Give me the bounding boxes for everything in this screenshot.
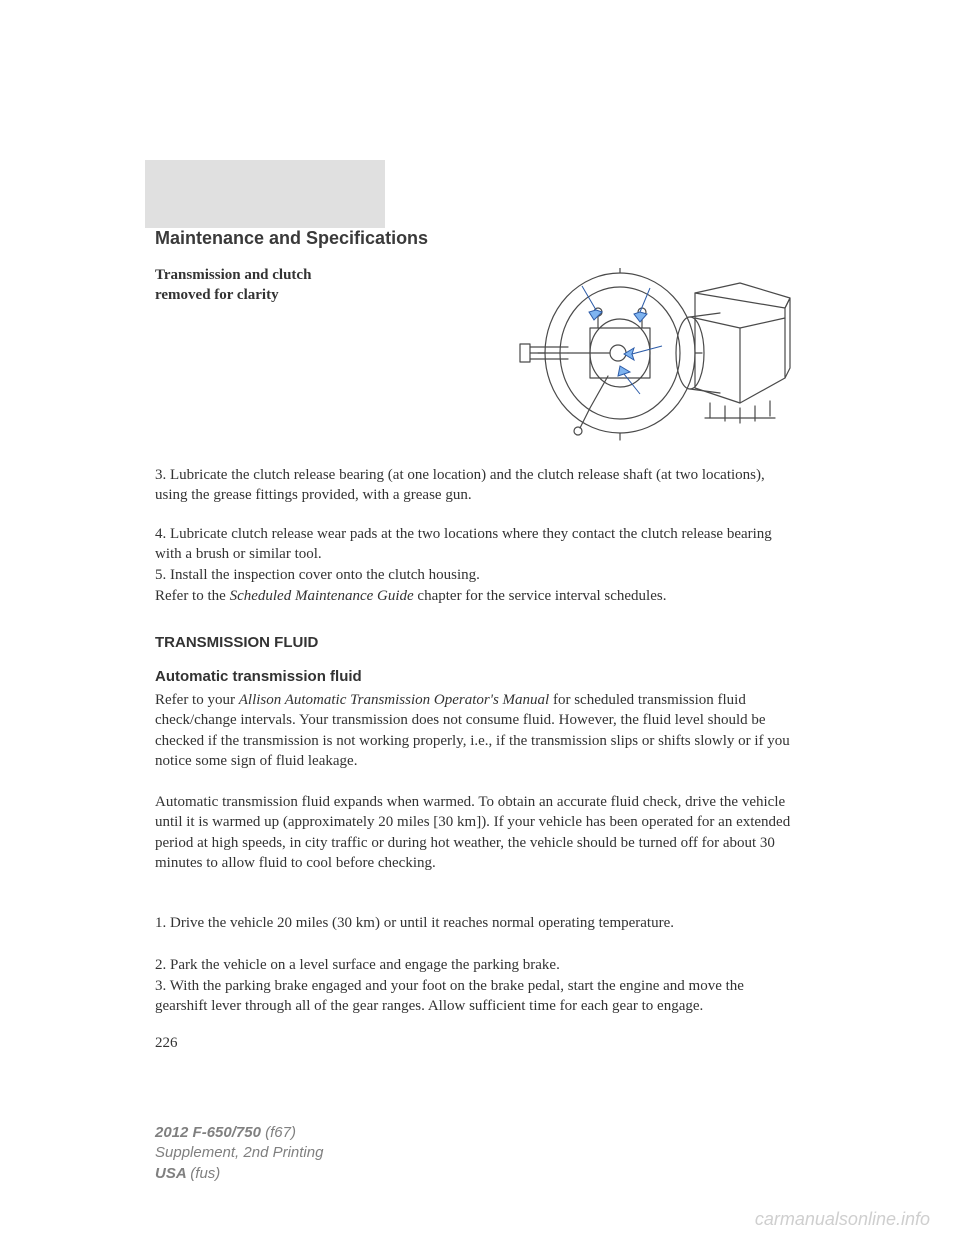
heading-transmission-fluid: TRANSMISSION FLUID [155, 634, 318, 651]
refer-pre: Refer to the [155, 588, 230, 604]
page-number: 226 [155, 1035, 178, 1052]
step-3: 3. Lubricate the clutch release bearing … [155, 465, 795, 506]
figure-caption-line2: removed for clarity [155, 286, 311, 306]
section-title: Maintenance and Specifications [155, 228, 428, 249]
auto-fluid-para2: Automatic transmission fluid expands whe… [155, 792, 795, 873]
footer-model-line: 2012 F-650/750 (f67) [155, 1123, 323, 1143]
footer-usa: USA [155, 1165, 186, 1182]
footer-usa-line: USA (fus) [155, 1164, 323, 1184]
step-4: 4. Lubricate clutch release wear pads at… [155, 524, 795, 565]
refer-italic: Scheduled Maintenance Guide [230, 588, 414, 604]
check-step-3: 3. With the parking brake engaged and yo… [155, 976, 795, 1017]
auto1-pre: Refer to your [155, 692, 239, 708]
check-step-2: 2. Park the vehicle on a level surface a… [155, 955, 795, 975]
header-band [145, 160, 385, 228]
auto-fluid-para1: Refer to your Allison Automatic Transmis… [155, 690, 795, 771]
watermark: carmanualsonline.info [755, 1209, 930, 1230]
step-5: 5. Install the inspection cover onto the… [155, 565, 795, 585]
footer-supplement: Supplement, 2nd Printing [155, 1143, 323, 1163]
auto1-italic: Allison Automatic Transmission Operator'… [239, 692, 549, 708]
figure-caption: Transmission and clutch removed for clar… [155, 266, 311, 305]
refer-post: chapter for the service interval schedul… [414, 588, 667, 604]
figure-caption-line1: Transmission and clutch [155, 266, 311, 286]
transmission-illustration [490, 268, 800, 443]
footer-model: 2012 F-650/750 [155, 1124, 261, 1141]
footer-code2: (fus) [190, 1165, 220, 1182]
refer-schedule: Refer to the Scheduled Maintenance Guide… [155, 586, 795, 606]
page-container: Maintenance and Specifications Transmiss… [0, 0, 960, 1242]
footer-code1: (f67) [265, 1124, 296, 1141]
check-step-1: 1. Drive the vehicle 20 miles (30 km) or… [155, 913, 795, 933]
heading-automatic-fluid: Automatic transmission fluid [155, 668, 362, 685]
footer-block: 2012 F-650/750 (f67) Supplement, 2nd Pri… [155, 1123, 323, 1184]
